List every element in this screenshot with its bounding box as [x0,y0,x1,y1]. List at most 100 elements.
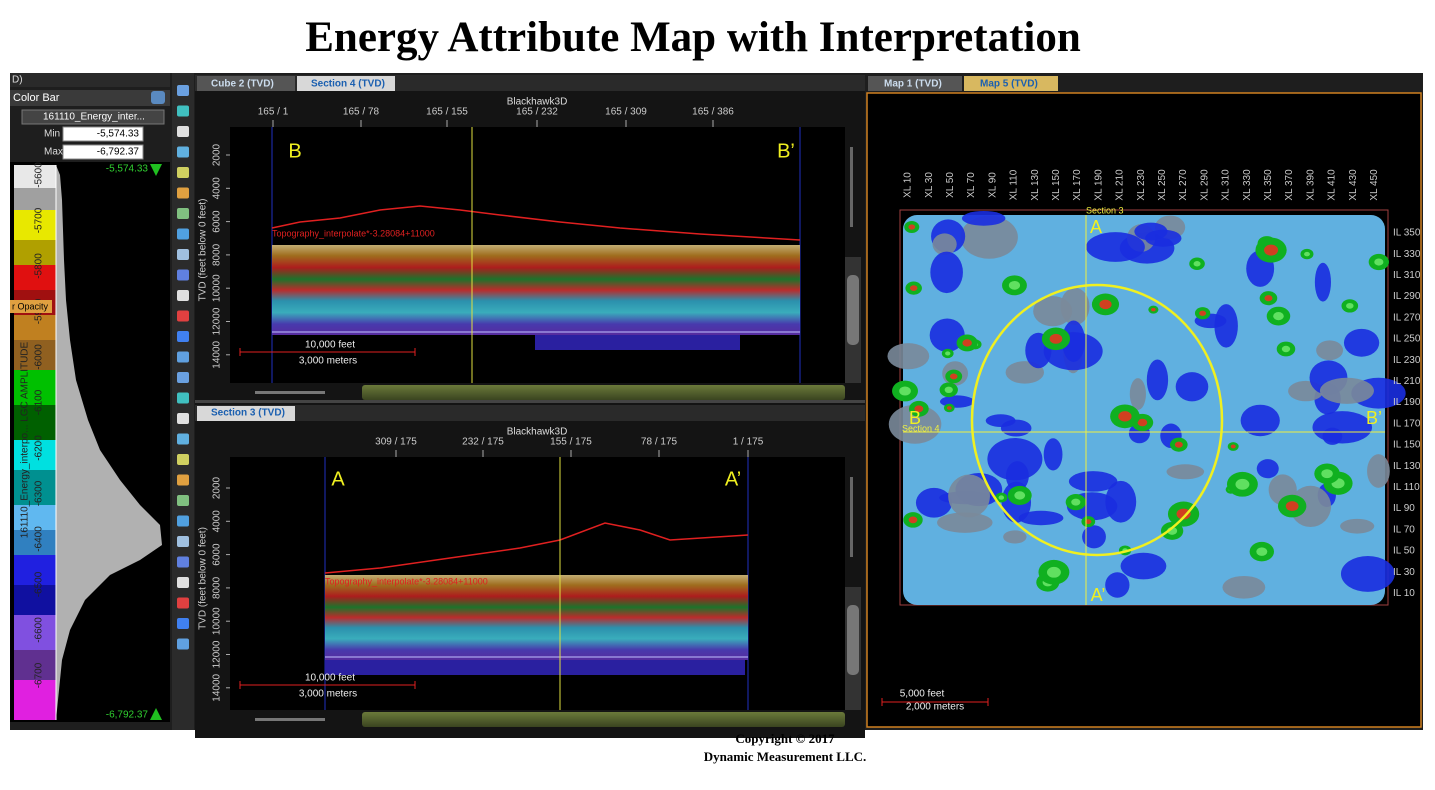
left-marker: B [909,408,921,428]
tool-button[interactable] [177,105,189,117]
map-low [915,487,952,518]
map-low [1367,454,1390,488]
y-tick-label: 12000 [212,640,223,668]
tool-button[interactable] [177,249,189,260]
histogram [56,165,162,720]
tool-button[interactable] [177,597,189,609]
tool-button[interactable] [177,85,189,96]
map-low [1316,340,1344,361]
map-high-core [1346,302,1354,309]
bottom-marker: A’ [1091,585,1106,605]
tab[interactable] [197,406,295,421]
tool-button[interactable] [177,351,189,363]
map-low [888,404,942,444]
map-high-core [908,516,918,524]
map-low [1105,572,1130,598]
tool-button[interactable] [177,413,189,424]
top-slider[interactable] [150,164,162,176]
tool-button[interactable] [177,228,189,240]
tool-button[interactable] [177,454,189,465]
tool-button[interactable] [177,495,189,506]
x-tick-label: 165 / 232 [516,107,558,118]
scale-meters: 2,000 meters [906,702,964,713]
xl-label: XL 450 [1369,169,1380,201]
map-low [1322,427,1343,445]
map-high-core [899,386,911,396]
tool-button[interactable] [177,536,189,547]
topography [271,205,801,241]
map-high-core [949,373,958,380]
map-high-core [1049,333,1063,344]
map-low [887,343,930,370]
il-label: IL 190 [1393,397,1421,408]
tab-strip [195,75,865,91]
tool-button[interactable] [177,433,189,445]
scroll-thumb[interactable] [847,275,859,345]
tool-button[interactable] [177,515,189,527]
xl-label: XL 310 [1221,169,1232,201]
xl-label: XL 110 [1009,169,1020,200]
xl-label: XL 430 [1348,169,1359,201]
horizontal-scroll[interactable] [362,712,845,727]
map-low [1256,459,1279,479]
tool-button[interactable] [177,310,189,322]
tool-button[interactable] [177,331,189,342]
tool-button[interactable] [177,146,189,158]
map-high-core [1264,244,1279,256]
map-high-core [1174,441,1183,448]
y-tick-label: 14000 [212,340,223,368]
tool-button[interactable] [177,618,189,629]
x-tick-label: 165 / 155 [426,107,468,118]
il-label: IL 90 [1393,503,1415,514]
xl-label: XL 70 [966,172,977,198]
color-band [14,405,56,440]
color-band [14,210,56,240]
tool-button[interactable] [177,290,189,301]
tool-button[interactable] [177,474,189,486]
tool-button[interactable] [177,556,189,568]
map-low [1086,232,1145,262]
tab[interactable] [297,76,395,91]
help-button[interactable] [151,91,165,104]
splitter[interactable] [195,400,865,403]
zoom-slider[interactable] [850,147,853,227]
zoom-slider[interactable] [850,477,853,557]
attribute-select[interactable] [21,109,165,125]
tab[interactable] [197,76,295,91]
tool-button[interactable] [177,167,189,178]
tool-button[interactable] [177,269,189,281]
tool-button[interactable] [177,372,189,383]
map-high-core [1235,478,1250,490]
tool-button[interactable] [177,392,189,404]
il-label: IL 330 [1393,249,1421,260]
tool-button[interactable] [177,126,189,137]
tab[interactable] [964,76,1058,91]
il-label: IL 310 [1393,270,1421,281]
tool-button[interactable] [177,577,189,588]
bottom-slider[interactable] [150,708,162,720]
right-marker: A’ [725,468,741,490]
scroll-thumb[interactable] [847,605,859,675]
map-low [1166,464,1205,480]
x-tick-label: 165 / 386 [692,107,734,118]
zoom-track[interactable] [255,718,325,721]
tool-button[interactable] [177,208,189,219]
il-label: IL 290 [1393,291,1421,302]
max-field[interactable] [62,144,144,160]
tool-button[interactable] [177,638,189,650]
opacity-tag[interactable] [10,300,52,313]
tab[interactable] [868,76,962,91]
interpretation-circle [970,283,1224,557]
y-tick-label: 2000 [212,476,223,499]
map-low [1340,555,1395,592]
horizontal-scroll[interactable] [362,385,845,400]
tool-button[interactable] [177,187,189,199]
min-field[interactable] [62,126,144,142]
color-tick: -6000 [34,344,45,370]
opacity-label: r Opacity [12,301,49,311]
map-low [1175,372,1209,402]
right-marker: B’ [1366,408,1382,428]
map-high-core [1230,444,1236,449]
map-high-core [1046,566,1061,578]
zoom-track[interactable] [255,391,325,394]
